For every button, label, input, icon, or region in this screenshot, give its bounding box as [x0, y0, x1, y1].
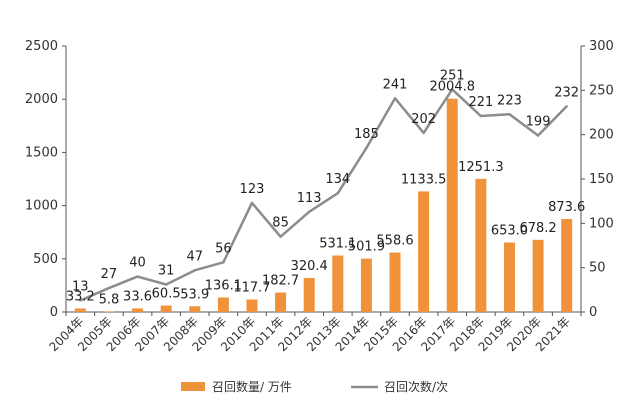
- left-tick-label: 2000: [25, 92, 58, 107]
- line-point: [164, 283, 168, 286]
- line-value-label: 199: [526, 115, 551, 130]
- bar-series: [74, 98, 573, 313]
- right-tick-label: 300: [589, 39, 614, 54]
- bar: [475, 178, 487, 312]
- bar-value-label: 1251.3: [458, 160, 504, 175]
- left-tick-label: 1500: [25, 145, 58, 160]
- bar-value-label: 136.1: [205, 279, 242, 294]
- bar-value-label: 653.0: [491, 224, 528, 239]
- bar: [246, 299, 258, 312]
- line-point: [107, 286, 111, 290]
- line-value-label: 134: [325, 172, 350, 187]
- line-point: [479, 114, 483, 118]
- bar-value-label: 2004.8: [430, 80, 476, 95]
- line-point: [222, 261, 225, 264]
- line-point: [422, 131, 425, 135]
- line-value-label: 27: [101, 267, 118, 282]
- line-point: [365, 146, 368, 150]
- bar-value-label: 53.9: [180, 287, 209, 302]
- line-point: [193, 269, 196, 272]
- line-point: [393, 97, 397, 100]
- legend-label-line: 召回次数/次: [384, 379, 448, 394]
- line-value-label: 56: [215, 241, 232, 256]
- line-point: [565, 105, 568, 108]
- line-value-label: 232: [554, 85, 579, 100]
- line-point: [536, 134, 540, 137]
- right-tick-label: 0: [589, 305, 597, 320]
- bar: [217, 297, 229, 312]
- legend: 召回数量/ 万件 召回次数/次: [181, 379, 448, 394]
- line-value-label: 251: [440, 68, 465, 83]
- line-value-label: 202: [411, 112, 436, 127]
- bar: [74, 308, 86, 312]
- line-point: [136, 275, 139, 278]
- line-point: [79, 299, 82, 302]
- line-point: [451, 88, 454, 91]
- line-value-label: 47: [186, 249, 203, 264]
- line-series: [79, 88, 568, 302]
- bar: [103, 311, 115, 312]
- line-value-label: 113: [297, 191, 322, 206]
- bar-value-label: 558.6: [376, 234, 413, 249]
- bar-value-label: 678.2: [519, 221, 556, 236]
- line-value-label: 13: [72, 279, 89, 294]
- bar: [561, 219, 573, 312]
- bar: [189, 306, 201, 312]
- right-tick-label: 250: [589, 83, 614, 98]
- left-tick-label: 0: [50, 305, 58, 320]
- right-tick-label: 200: [589, 128, 614, 143]
- line-value-label: 223: [497, 93, 522, 108]
- bar: [275, 292, 287, 312]
- line-value-label: 40: [129, 256, 146, 271]
- line-point: [250, 201, 254, 205]
- line-value-label: 123: [240, 182, 265, 197]
- bar-value-label: 1133.5: [401, 172, 447, 187]
- bar-value-label: 501.9: [348, 240, 385, 255]
- line-value-label: 221: [468, 95, 493, 110]
- left-tick-label: 500: [33, 252, 58, 267]
- bar: [446, 98, 458, 313]
- bar-value-label: 33.6: [123, 289, 152, 304]
- bar: [132, 308, 144, 312]
- bar-value-label: 873.6: [548, 200, 585, 215]
- bar-value-label: 182.7: [262, 274, 299, 289]
- bar-value-label: 320.4: [291, 259, 328, 274]
- bar: [532, 239, 544, 312]
- bar: [360, 258, 372, 312]
- line-path: [79, 88, 568, 302]
- bar-value-label: 33.2: [66, 289, 95, 304]
- line-point: [336, 191, 340, 195]
- legend-swatch-bar: [181, 382, 205, 391]
- line-value-label: 31: [158, 264, 175, 279]
- right-tick-label: 50: [589, 261, 606, 276]
- bar: [160, 305, 172, 312]
- bar-value-label: 531.1: [319, 236, 356, 251]
- line-value-label: 85: [272, 216, 289, 231]
- line-point: [508, 113, 511, 116]
- left-tick-label: 1000: [25, 199, 58, 214]
- line-point: [307, 210, 311, 214]
- bar: [389, 252, 401, 312]
- bar: [303, 277, 315, 312]
- left-tick-label: 2500: [25, 39, 58, 54]
- bar-value-label: 60.5: [152, 287, 181, 302]
- line-value-label: 185: [354, 127, 379, 142]
- right-tick-label: 100: [589, 216, 614, 231]
- bar: [332, 255, 344, 312]
- right-tick-label: 150: [589, 172, 614, 187]
- bar-value-label: 5.8: [99, 292, 120, 307]
- line-point: [279, 235, 282, 238]
- bar: [503, 242, 515, 312]
- bar: [418, 191, 430, 312]
- bar-value-label: 117.7: [233, 280, 270, 295]
- legend-label-bar: 召回数量/ 万件: [212, 379, 292, 394]
- line-value-label: 241: [383, 77, 408, 92]
